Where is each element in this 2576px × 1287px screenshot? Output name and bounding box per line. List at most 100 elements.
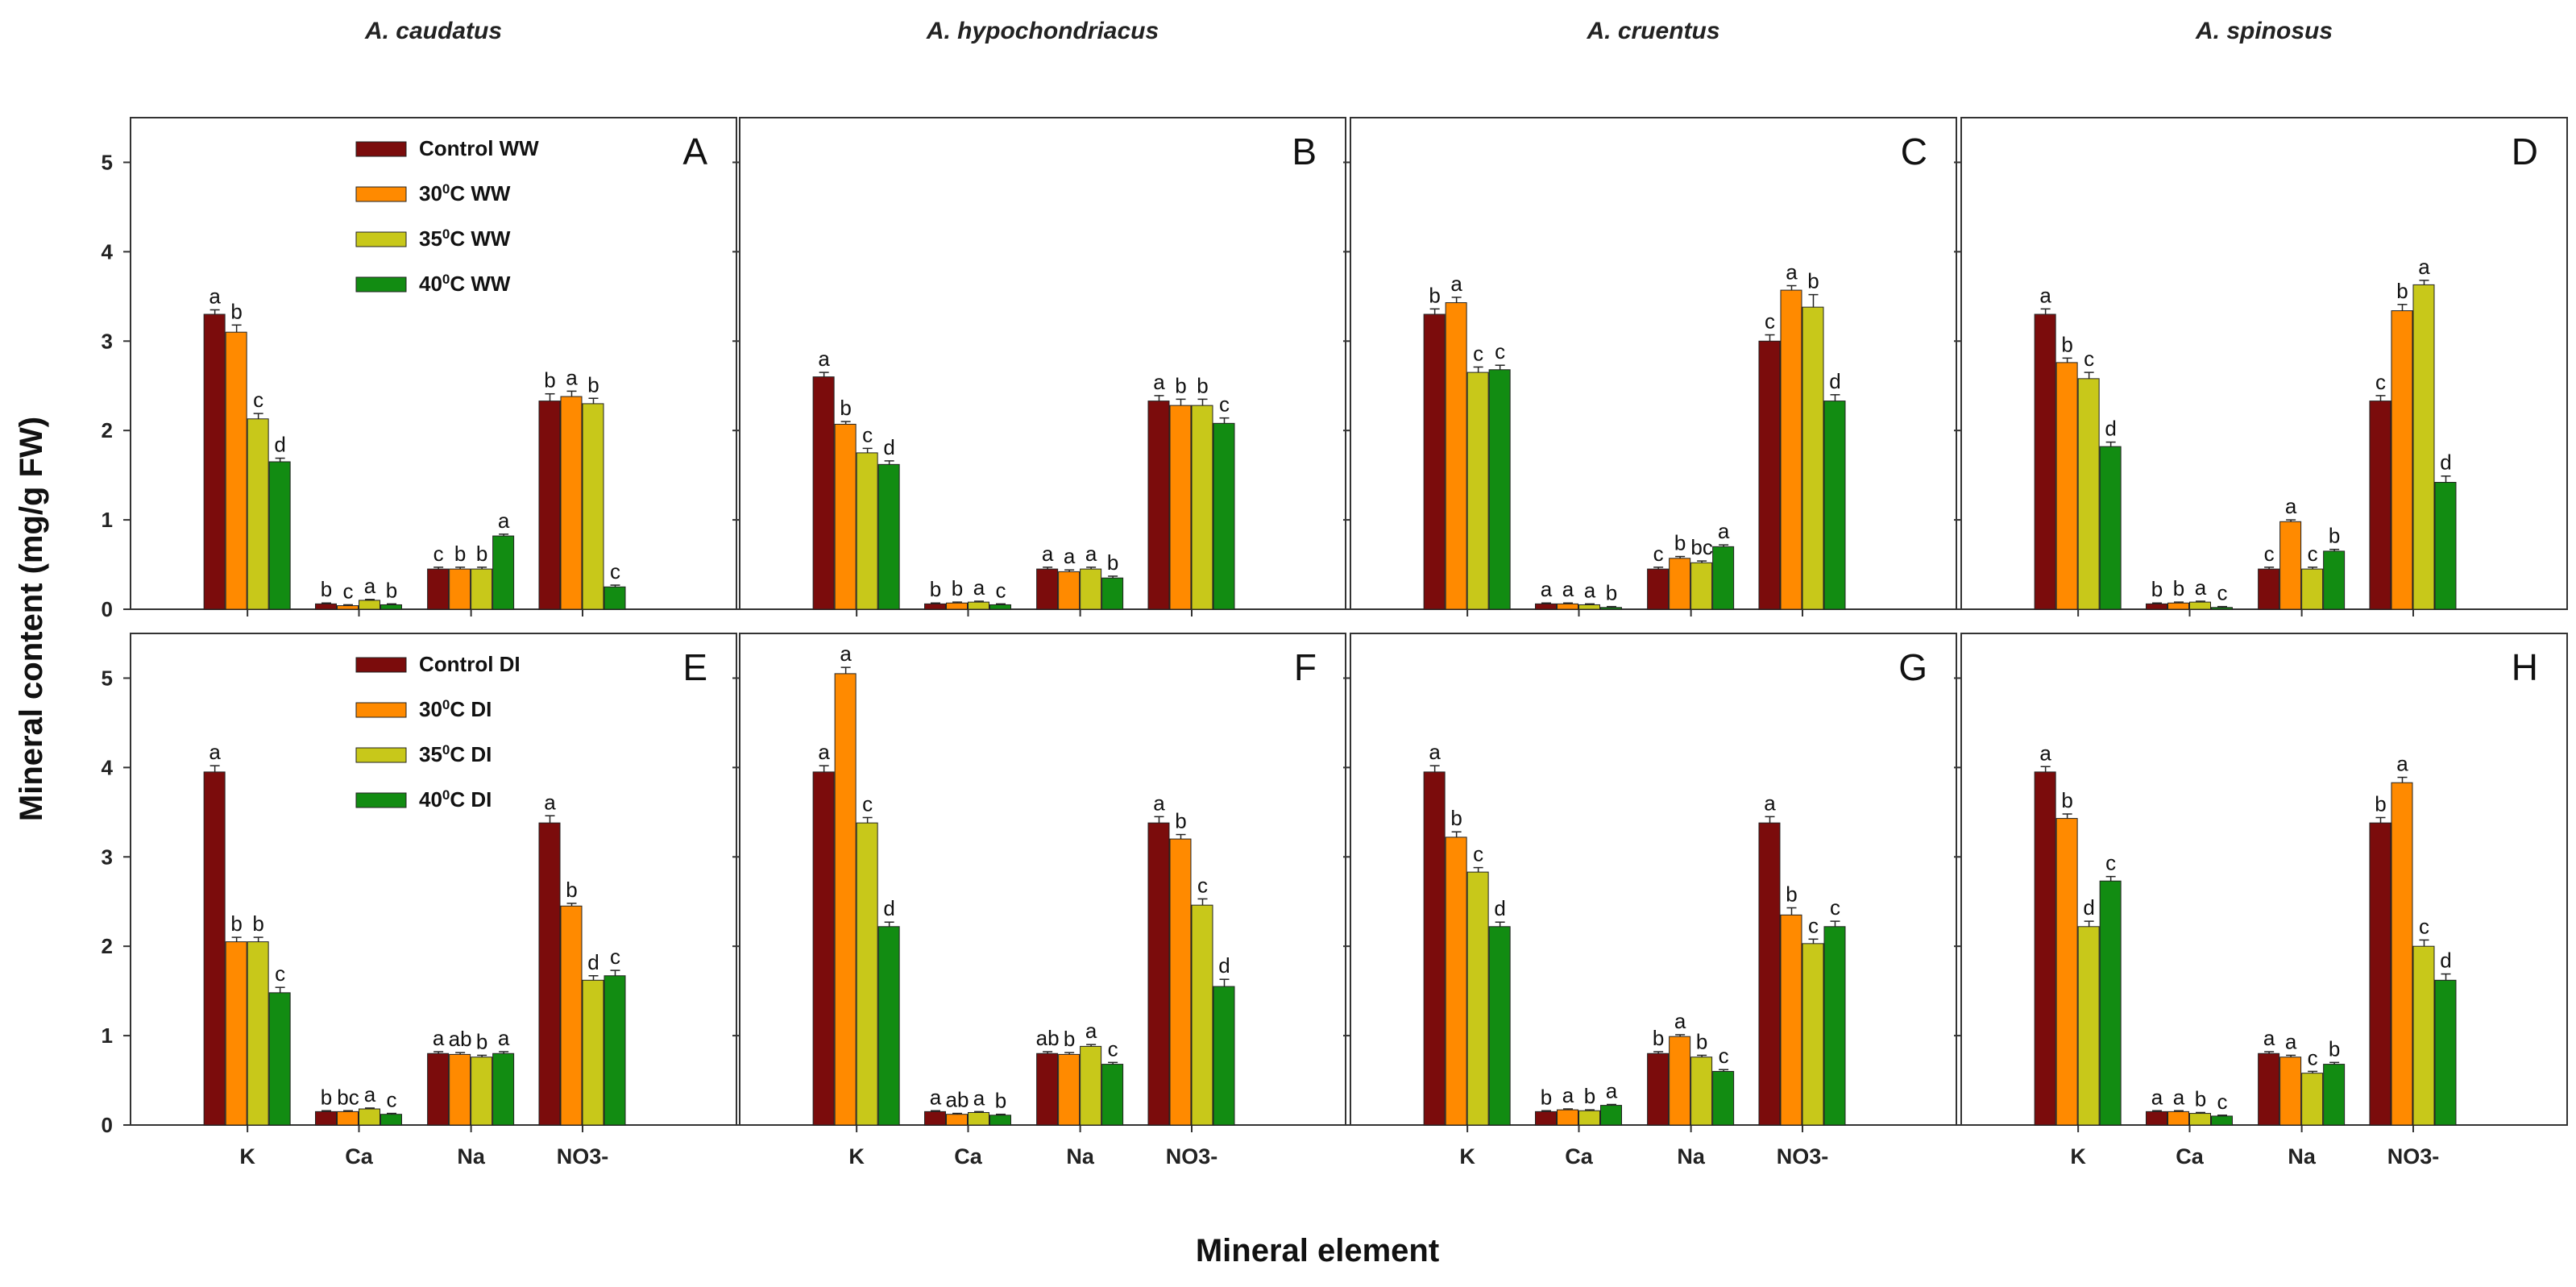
y-tick-label: 0 [102, 1113, 113, 1137]
bar [2391, 782, 2413, 1126]
y-tick-label: 1 [102, 508, 113, 532]
significance-label: b [1786, 882, 1797, 906]
significance-label: bc [1690, 535, 1712, 559]
panel-letter: G [1898, 646, 1927, 688]
bar [1758, 822, 1781, 1126]
significance-label: a [1153, 791, 1165, 815]
bar [1578, 1110, 1601, 1126]
bar [359, 600, 381, 610]
significance-label: a [544, 790, 556, 814]
y-tick-label: 2 [102, 418, 113, 442]
significance-label: a [209, 284, 221, 308]
significance-label: a [1584, 578, 1596, 602]
significance-label: a [498, 509, 510, 533]
significance-label: a [973, 1086, 985, 1110]
significance-label: a [1085, 542, 1097, 566]
panel-letter: E [682, 646, 707, 688]
significance-label: c [1808, 913, 1819, 937]
significance-label: c [862, 791, 873, 816]
significance-label: b [476, 1029, 487, 1053]
bar [604, 975, 626, 1126]
legend-swatch [355, 792, 407, 808]
x-tick-label: NO3- [1166, 1144, 1218, 1169]
significance-label: d [883, 896, 894, 920]
significance-label: a [840, 641, 852, 666]
bar [1058, 1053, 1081, 1126]
bar [1423, 313, 1446, 610]
significance-label: b [1429, 283, 1440, 307]
significance-label: c [433, 542, 444, 566]
significance-label: b [2396, 279, 2408, 303]
significance-label: a [364, 1082, 376, 1106]
significance-label: a [2418, 255, 2430, 279]
bar [538, 401, 561, 610]
y-tick-label: 3 [102, 329, 113, 353]
bar [2301, 1073, 2324, 1126]
bar [2189, 1113, 2212, 1126]
bar [1058, 571, 1081, 610]
bar [1823, 401, 1846, 610]
significance-label: a [1674, 1009, 1686, 1033]
bar [538, 822, 561, 1126]
significance-label: c [343, 579, 354, 603]
bar [247, 941, 269, 1126]
significance-label: b [386, 578, 397, 602]
bar [1466, 372, 1489, 610]
bar [1557, 1109, 1579, 1126]
bar [1191, 405, 1213, 610]
bar [856, 452, 878, 610]
y-tick-label: 0 [102, 597, 113, 621]
bar [834, 423, 857, 610]
y-tick-label: 4 [102, 239, 114, 264]
significance-label: c [610, 944, 620, 969]
significance-label: a [1064, 544, 1076, 568]
legend-label: 300C WW [419, 181, 511, 206]
bar [2034, 313, 2056, 610]
x-tick-label: NO3- [557, 1144, 609, 1169]
significance-label: c [1765, 309, 1775, 334]
bar [2034, 771, 2056, 1126]
bar [380, 604, 403, 610]
x-tick-label: NO3- [1777, 1144, 1829, 1169]
significance-label: a [2039, 283, 2051, 307]
bar [604, 586, 626, 610]
significance-label: d [587, 950, 599, 974]
bar [427, 1052, 450, 1126]
y-tick-label: 5 [102, 150, 113, 174]
bar [1213, 986, 1235, 1126]
significance-label: b [1674, 531, 1686, 555]
bar [877, 926, 900, 1126]
significance-label: d [883, 435, 894, 459]
bar [2189, 601, 2212, 610]
significance-label: b [840, 396, 851, 420]
bar [471, 568, 493, 610]
significance-label: b [930, 577, 941, 601]
bar [1557, 603, 1579, 610]
x-tick-label: K [239, 1144, 255, 1169]
significance-label: a [209, 740, 221, 764]
bar [2258, 568, 2280, 610]
bar [1535, 1111, 1558, 1126]
bar [968, 1111, 990, 1126]
bar [247, 418, 269, 610]
bar [449, 1053, 471, 1126]
bar [203, 313, 226, 610]
bar [946, 602, 969, 610]
bar [1488, 926, 1511, 1126]
significance-label: c [2264, 542, 2275, 566]
significance-label: b [544, 368, 555, 392]
bar [989, 1115, 1012, 1126]
bar [560, 905, 583, 1126]
bar [1712, 546, 1735, 610]
x-tick-label: Na [1677, 1144, 1705, 1169]
x-tick-label: Ca [345, 1144, 373, 1169]
bar [2077, 378, 2100, 610]
legend-swatch [355, 657, 407, 673]
bar [1600, 1105, 1623, 1126]
significance-label: c [275, 961, 285, 986]
bar [2055, 362, 2078, 610]
bar [1101, 1064, 1124, 1126]
